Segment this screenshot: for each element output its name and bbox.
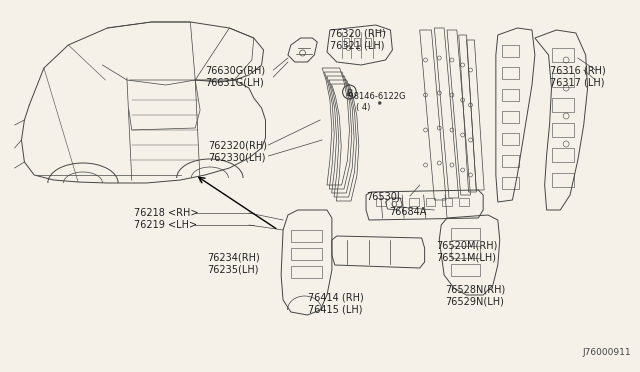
Text: 76218 <RH>: 76218 <RH>	[134, 208, 198, 218]
Bar	[552, 98, 574, 112]
Text: 76630G(RH): 76630G(RH)	[205, 65, 265, 75]
Bar	[502, 89, 519, 101]
Text: 76316 (RH): 76316 (RH)	[550, 65, 605, 75]
Text: 762320(RH): 762320(RH)	[208, 140, 267, 150]
Text: ¹98146-6122G: ¹98146-6122G	[346, 92, 406, 101]
Bar	[459, 198, 468, 206]
Text: 76521M(LH): 76521M(LH)	[436, 252, 496, 262]
Bar	[502, 133, 519, 145]
Text: 76219 <LH>: 76219 <LH>	[134, 220, 197, 230]
Bar	[451, 264, 480, 276]
Text: 76321 (LH): 76321 (LH)	[330, 40, 385, 50]
Text: 76317 (LH): 76317 (LH)	[550, 77, 604, 87]
Text: 76684A: 76684A	[390, 207, 427, 217]
Bar	[365, 38, 371, 46]
Bar	[376, 198, 385, 206]
Text: 76529N(LH): 76529N(LH)	[445, 297, 504, 307]
Text: 76528N(RH): 76528N(RH)	[445, 285, 506, 295]
Text: 76520M(RH): 76520M(RH)	[436, 240, 498, 250]
Bar	[502, 177, 519, 189]
Bar	[552, 148, 574, 162]
Bar	[442, 198, 452, 206]
Bar	[451, 246, 480, 258]
Text: 76414 (RH): 76414 (RH)	[308, 292, 364, 302]
Text: 762330(LH): 762330(LH)	[208, 152, 266, 162]
Bar	[392, 198, 402, 206]
Bar	[426, 198, 435, 206]
Bar	[355, 38, 360, 46]
Bar	[552, 123, 574, 137]
Text: 76415 (LH): 76415 (LH)	[308, 304, 363, 314]
Bar	[552, 173, 574, 187]
Bar	[502, 155, 519, 167]
Text: 76234(RH): 76234(RH)	[207, 252, 260, 262]
Bar	[451, 228, 480, 240]
Text: B: B	[346, 89, 353, 97]
Bar	[552, 48, 574, 62]
Bar	[409, 198, 419, 206]
Bar	[552, 73, 574, 87]
Text: J76000911: J76000911	[583, 348, 631, 357]
Bar	[344, 38, 349, 46]
Text: 76235(LH): 76235(LH)	[207, 264, 259, 274]
Bar	[291, 248, 322, 260]
Text: 76530J: 76530J	[366, 192, 400, 202]
Text: 76320 (RH): 76320 (RH)	[330, 28, 386, 38]
Bar	[502, 67, 519, 79]
Bar	[291, 230, 322, 242]
Bar	[502, 45, 519, 57]
Text: 76631G(LH): 76631G(LH)	[205, 77, 264, 87]
Bar	[502, 111, 519, 123]
Bar	[291, 266, 322, 278]
Circle shape	[378, 102, 381, 105]
Text: ( 4): ( 4)	[356, 103, 371, 112]
